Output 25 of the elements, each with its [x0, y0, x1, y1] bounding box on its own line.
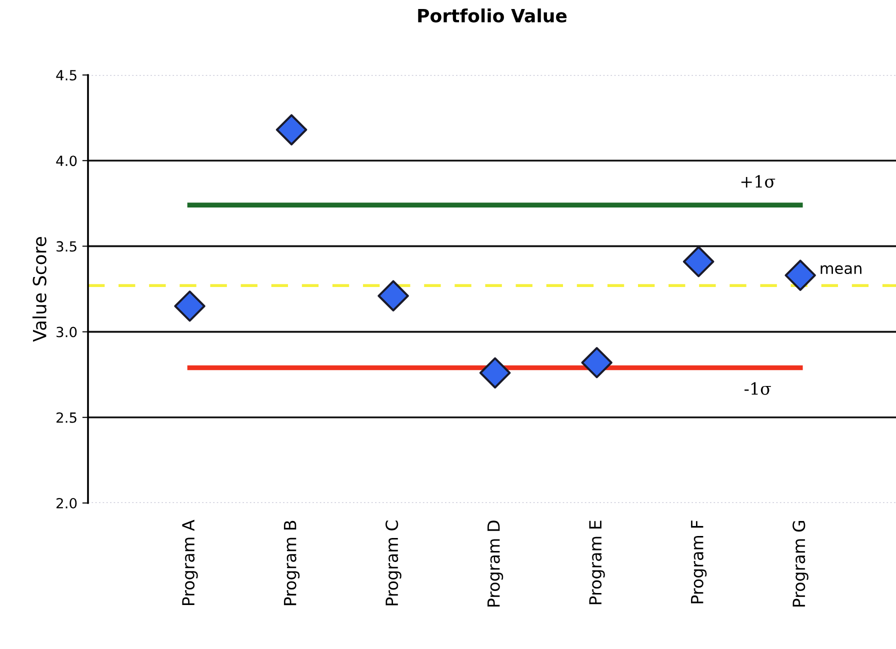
point [784, 260, 816, 291]
point [378, 280, 409, 312]
y-tick-label: 3.5 [56, 241, 76, 252]
x-tick-label: Program D [488, 520, 504, 606]
point [682, 246, 714, 278]
y-tick-label: 4.5 [56, 70, 76, 80]
x-tick-label: Program A [182, 520, 198, 606]
x-tick-label: Program F [691, 520, 707, 604]
y-tick-label: 2.5 [56, 412, 76, 423]
point [276, 114, 308, 146]
x-tick-label: Program B [284, 520, 300, 606]
point [479, 357, 511, 388]
series-label: -1σ [744, 382, 771, 395]
y-tick-label: 3.0 [56, 326, 77, 338]
y-tick-label: 2.0 [56, 498, 77, 508]
chart-title: Portfolio Value [418, 8, 567, 22]
point [174, 290, 206, 322]
series-label: +1σ [741, 175, 776, 188]
x-tick-label: Program G [792, 521, 808, 607]
point [581, 347, 612, 378]
x-tick-label: Program C [386, 520, 402, 606]
y-tick-label: 4.0 [56, 156, 77, 166]
x-tick-label: Program E [589, 520, 605, 604]
ref-line-label: mean [820, 265, 862, 274]
y-axis-title: Value Score [32, 237, 46, 342]
